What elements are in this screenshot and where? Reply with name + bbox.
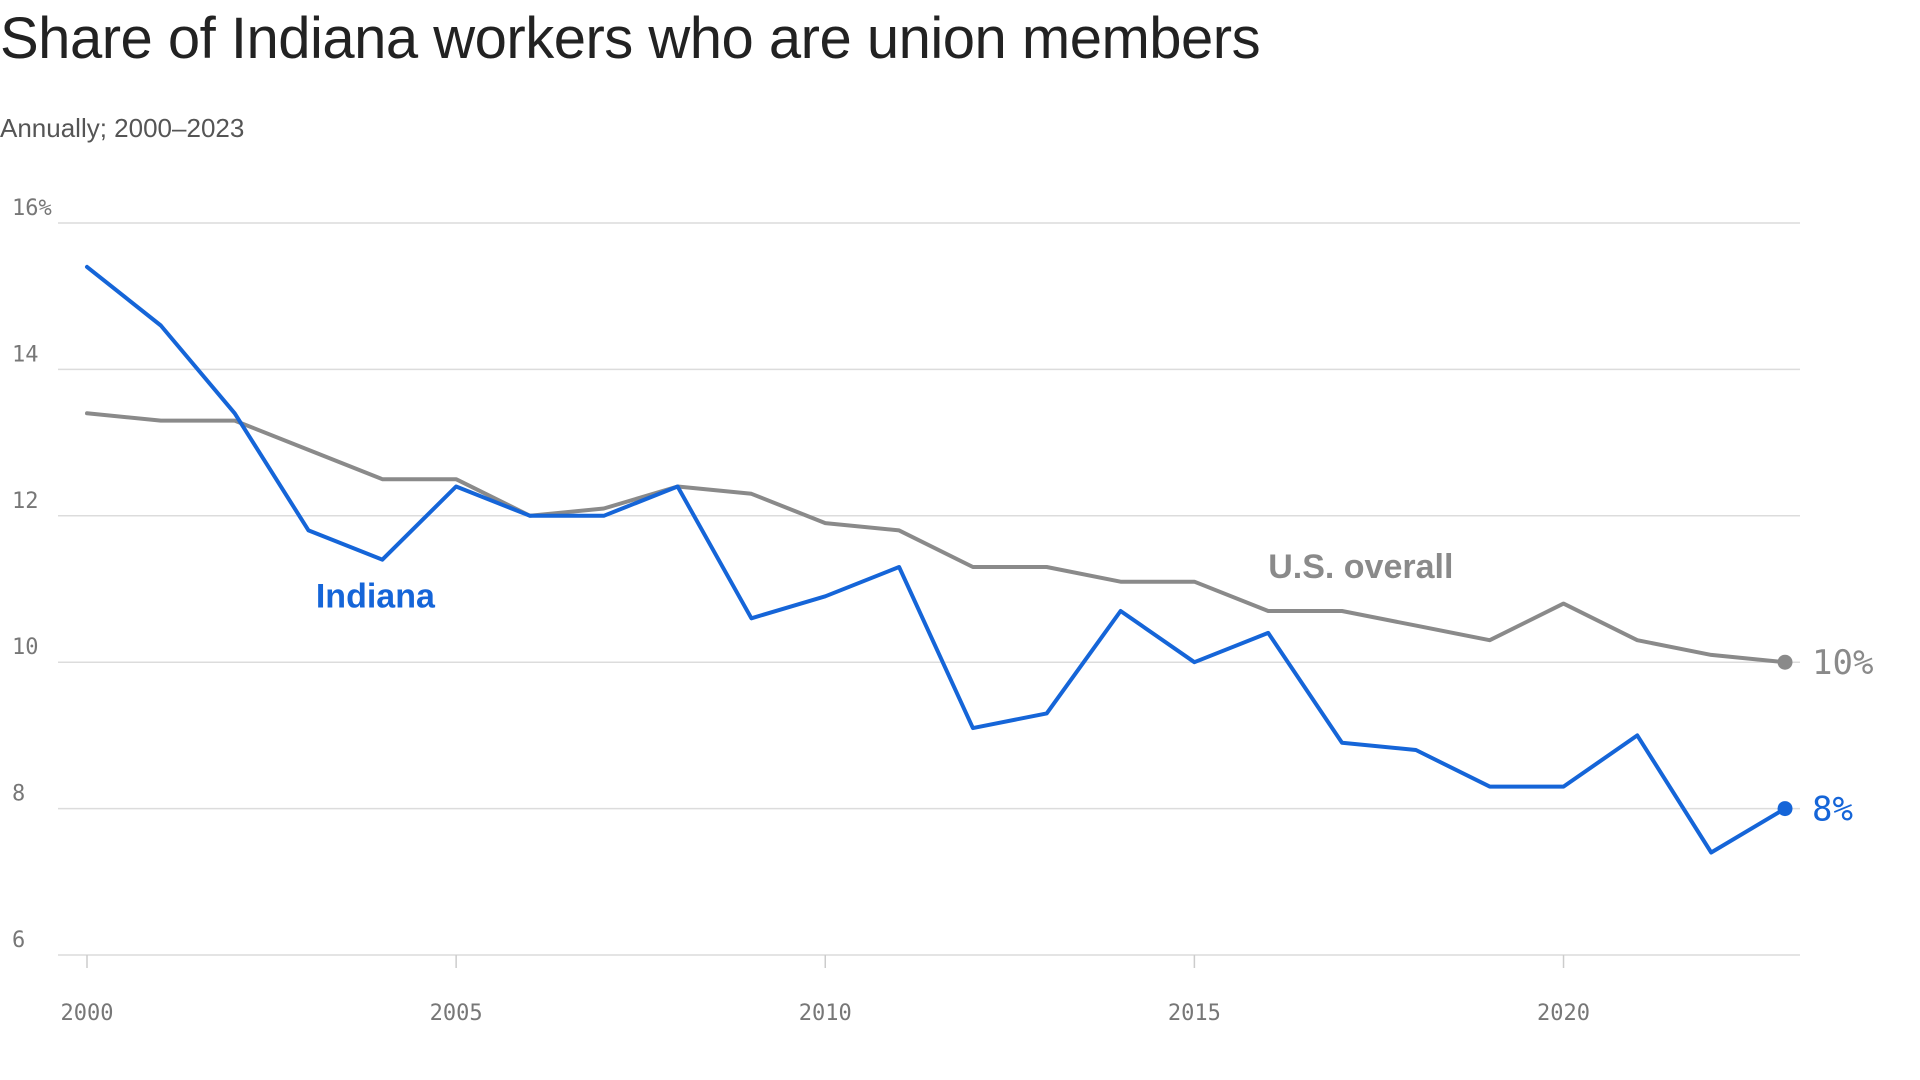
end-point-indiana bbox=[1777, 801, 1793, 817]
series-label-us: U.S. overall bbox=[1268, 548, 1453, 586]
chart-title: Share of Indiana workers who are union m… bbox=[0, 6, 1260, 71]
series-line-us bbox=[85, 411, 1787, 665]
x-tick-label: 2010 bbox=[799, 1001, 852, 1026]
x-tick-label: 2005 bbox=[430, 1001, 483, 1026]
series-group bbox=[85, 264, 1793, 855]
y-tick-label: 12 bbox=[12, 489, 39, 514]
end-value-label-us: 10% bbox=[1812, 643, 1873, 683]
chart-subtitle: Annually; 2000–2023 bbox=[0, 113, 244, 143]
y-tick-label: 10 bbox=[12, 635, 39, 660]
y-tick-label: 16% bbox=[12, 196, 52, 221]
x-tick-label: 2000 bbox=[61, 1001, 114, 1026]
x-tick-label: 2020 bbox=[1537, 1001, 1590, 1026]
y-axis: 16% 14 12 10 8 6 bbox=[12, 196, 52, 953]
grid-lines bbox=[58, 222, 1800, 956]
end-point-us bbox=[1777, 654, 1793, 670]
series-line-indiana bbox=[85, 264, 1787, 855]
x-tick-label: 2015 bbox=[1168, 1001, 1221, 1026]
y-tick-label: 6 bbox=[12, 928, 25, 953]
series-labels: 10% U.S. overall 8% Indiana bbox=[316, 548, 1874, 830]
x-axis: 2000 2005 2010 2015 2020 bbox=[61, 955, 1590, 1026]
end-value-label-indiana: 8% bbox=[1812, 790, 1853, 830]
series-label-indiana: Indiana bbox=[316, 577, 436, 615]
y-tick-label: 8 bbox=[12, 782, 25, 807]
y-tick-label: 14 bbox=[12, 342, 39, 367]
